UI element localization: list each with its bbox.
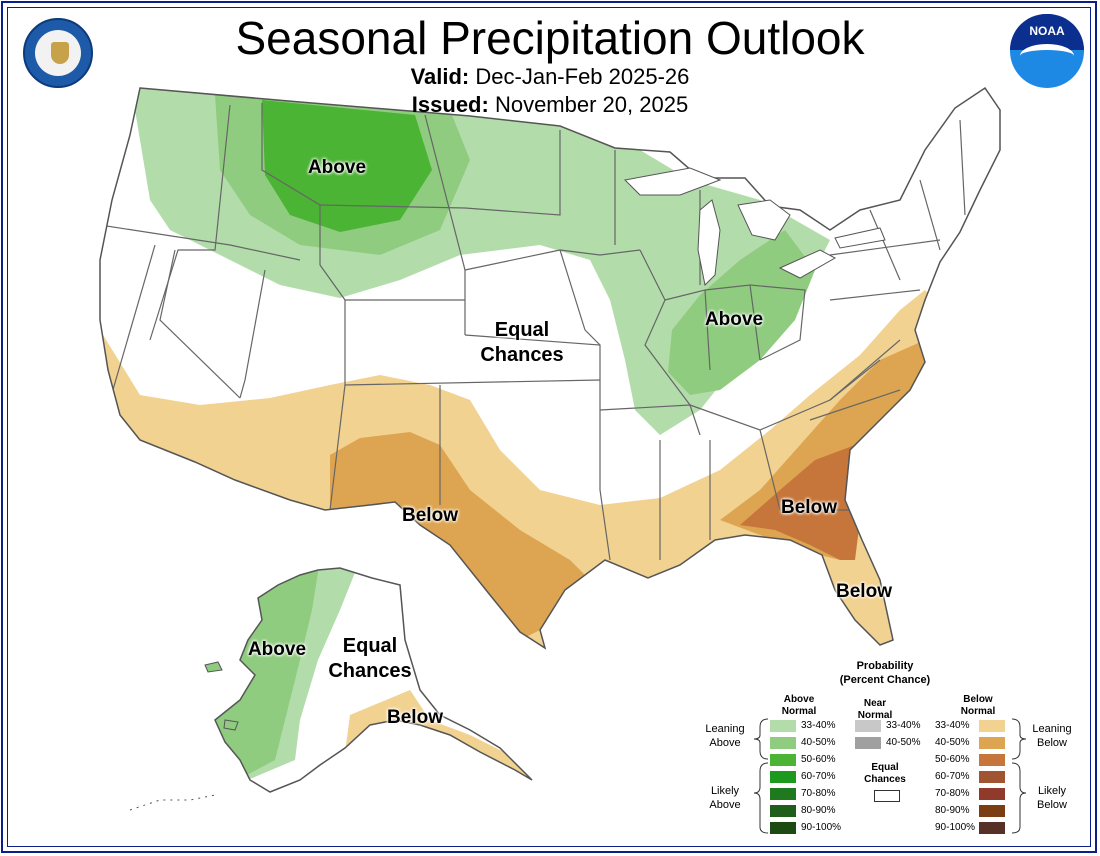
- legend-above-swatch: [770, 754, 796, 766]
- legend-near-range-label: 40-50%: [886, 737, 921, 748]
- legend-below-swatch: [979, 805, 1005, 817]
- region-label-below-alaska: Below: [387, 707, 443, 728]
- legend-above-header: Above Normal: [781, 694, 817, 717]
- legend-equal-chances: Equal Chances: [864, 762, 906, 785]
- valid-line: Valid: Dec-Jan-Feb 2025-26: [0, 64, 1100, 90]
- legend-below-brackets: [1011, 718, 1027, 834]
- issued-label: Issued:: [411, 92, 489, 117]
- legend-below-range-label: 90-100%: [935, 822, 976, 833]
- issued-value: November 20, 2025: [494, 92, 689, 117]
- region-label-below-florida: Below: [836, 581, 892, 602]
- legend-above-range-label: 60-70%: [801, 771, 836, 782]
- department-of-commerce-seal-icon: [23, 18, 93, 88]
- legend-below-swatch: [979, 720, 1005, 732]
- legend-subheading: (Percent Chance): [839, 674, 931, 686]
- legend-likely-below: Likely Below: [1037, 785, 1067, 811]
- valid-value: Dec-Jan-Feb 2025-26: [475, 64, 690, 89]
- region-label-equal-chances-alaska: Equal Chances: [328, 635, 412, 682]
- legend-below-range-label: 50-60%: [935, 754, 970, 765]
- legend-leaning-below: Leaning Below: [1032, 723, 1072, 749]
- region-label-below-southwest: Below: [402, 505, 458, 526]
- legend-above-range-label: 33-40%: [801, 720, 836, 731]
- legend-above-range-label: 50-60%: [801, 754, 836, 765]
- region-label-above-ohio-valley: Above: [704, 309, 764, 330]
- legend-heading: Probability: [856, 660, 914, 672]
- legend-below-range-label: 40-50%: [935, 737, 970, 748]
- legend-above-range-label: 80-90%: [801, 805, 836, 816]
- legend-above-range-label: 40-50%: [801, 737, 836, 748]
- noaa-logo-text: NOAA: [1029, 24, 1065, 38]
- issued-line: Issued: November 20, 2025: [0, 92, 1100, 118]
- region-label-above-northwest: Above: [307, 157, 367, 178]
- legend-above-swatch: [770, 771, 796, 783]
- legend-above-range-label: 70-80%: [801, 788, 836, 799]
- legend-equal-chances-swatch: [874, 790, 900, 802]
- legend-below-swatch: [979, 737, 1005, 749]
- legend-below-range-label: 70-80%: [935, 788, 970, 799]
- legend-above-range-label: 90-100%: [801, 822, 842, 833]
- legend-near-swatch: [855, 720, 881, 732]
- legend-below-swatch: [979, 754, 1005, 766]
- legend-above-swatch: [770, 720, 796, 732]
- legend-below-swatch: [979, 771, 1005, 783]
- legend-below-range-label: 60-70%: [935, 771, 970, 782]
- legend-below-swatch: [979, 788, 1005, 800]
- legend-near-range-label: 33-40%: [886, 720, 921, 731]
- page-title: Seasonal Precipitation Outlook: [235, 12, 865, 64]
- legend-above-swatch: [770, 805, 796, 817]
- legend-above-brackets: [753, 718, 769, 834]
- legend-above-swatch: [770, 822, 796, 834]
- legend-below-range-label: 80-90%: [935, 805, 970, 816]
- legend-near-header: Near Normal: [857, 698, 893, 721]
- legend-near-swatch: [855, 737, 881, 749]
- legend-leaning-above: Leaning Above: [705, 723, 745, 749]
- region-label-equal-chances-central: Equal Chances: [480, 319, 564, 366]
- legend-above-swatch: [770, 737, 796, 749]
- legend-likely-above: Likely Above: [709, 785, 741, 811]
- legend-below-swatch: [979, 822, 1005, 834]
- legend-below-header: Below Normal: [960, 694, 996, 717]
- valid-label: Valid:: [410, 64, 470, 89]
- legend-below-range-label: 33-40%: [935, 720, 970, 731]
- region-label-below-southeast: Below: [781, 497, 837, 518]
- legend-above-swatch: [770, 788, 796, 800]
- region-label-above-alaska: Above: [247, 639, 307, 660]
